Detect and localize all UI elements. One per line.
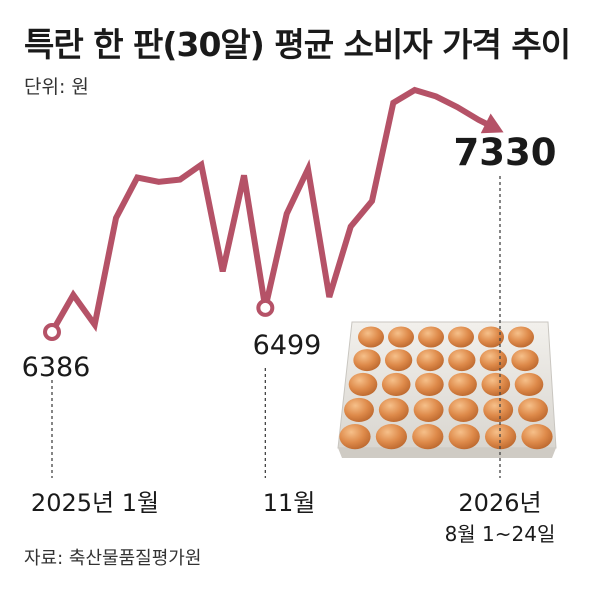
egg [412,424,444,450]
egg [448,349,476,372]
data-point-marker [43,323,61,341]
egg [358,326,384,348]
unit-label: 단위: 원 [24,76,89,98]
egg [388,326,414,348]
egg [415,372,444,396]
egg [418,326,444,348]
source-note: 자료: 축산물품질평가원 [24,548,202,569]
data-point-marker [256,298,275,317]
x-tick-label: 2026년 [458,489,541,517]
egg [481,372,511,396]
egg [483,397,514,422]
data-label-mid: 6499 [253,330,322,361]
egg [348,372,378,396]
egg [478,326,504,348]
egg [344,397,374,422]
egg [375,424,407,450]
x-tick-label: 8월 1~24일 [445,522,556,546]
egg [384,349,413,372]
x-tick-label: 11월 [263,489,316,517]
chart-title: 특란 한 판(30알) 평균 소비자 가격 추이 [24,25,571,64]
egg [518,397,548,422]
egg [448,397,479,422]
egg-tray-image [337,321,557,458]
egg [413,397,444,422]
egg [508,326,534,348]
data-label-start: 6386 [22,352,91,383]
egg [353,349,381,372]
data-label-latest: 7330 [454,131,557,174]
egg [448,326,474,348]
egg [511,349,539,372]
egg [339,424,371,450]
egg [448,372,477,396]
egg [416,349,444,372]
egg [381,372,411,396]
egg [514,372,544,396]
egg [479,349,508,372]
egg [448,424,480,450]
egg [521,424,553,450]
series-line [49,86,491,334]
trend-arrow-icon [480,113,504,134]
egg [378,397,409,422]
x-tick-label: 2025년 1월 [31,489,159,517]
